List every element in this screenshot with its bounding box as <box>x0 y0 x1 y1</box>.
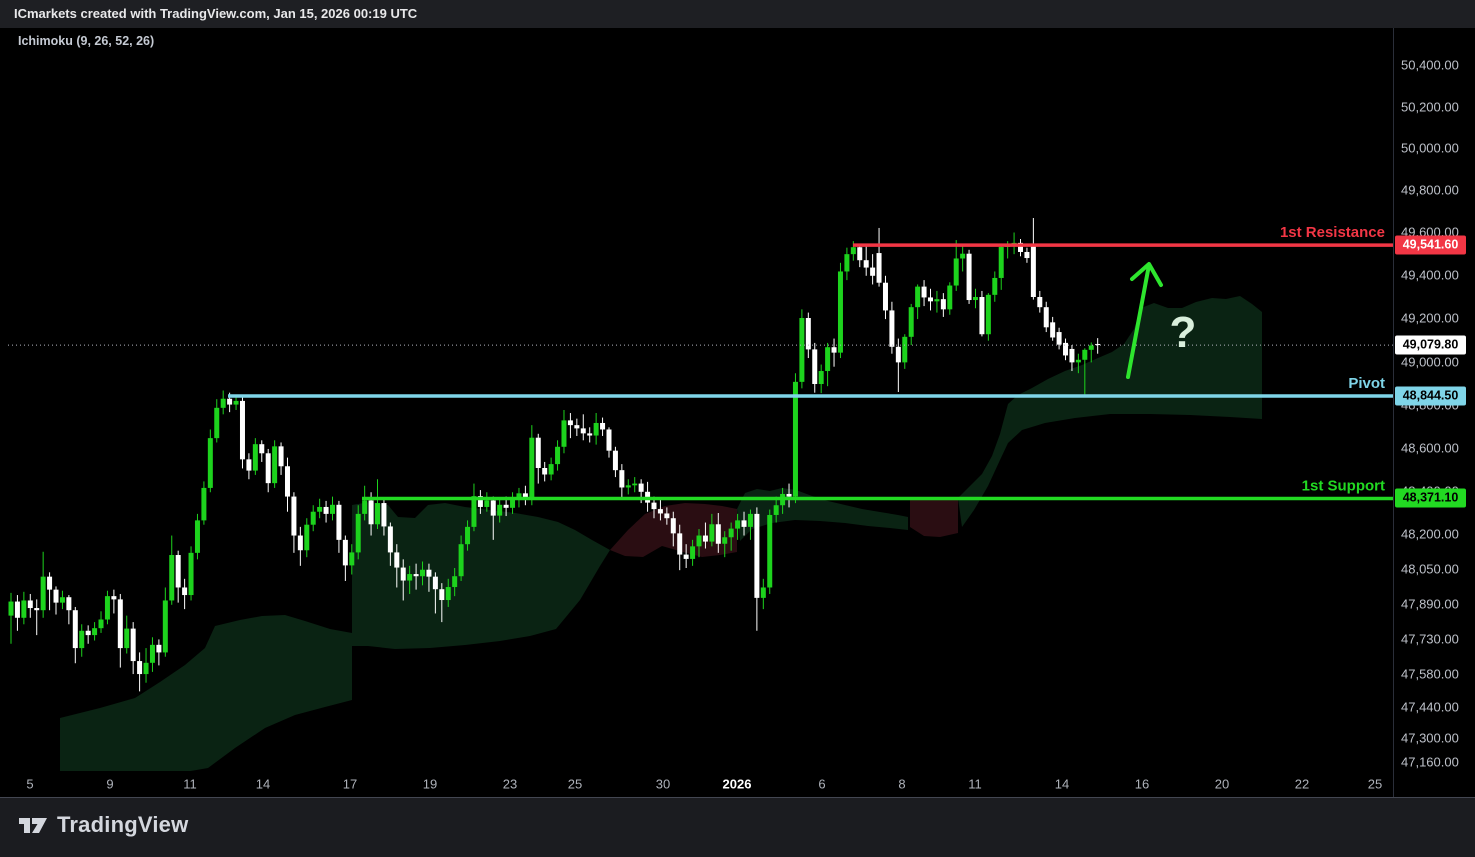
time-axis-label: 25 <box>567 776 583 792</box>
chart-header-text: ICmarkets created with TradingView.com, … <box>14 6 418 21</box>
price-scale-label: 48,050.00 <box>1401 561 1459 577</box>
time-axis-label: 20 <box>1214 776 1230 792</box>
ichimoku-indicator-label[interactable]: Ichimoku (9, 26, 52, 26) <box>18 34 155 48</box>
up-arrow-drawing[interactable] <box>1126 262 1163 379</box>
price-badge: 48,371.10 <box>1395 488 1466 508</box>
time-axis-label: 30 <box>655 776 671 792</box>
price-scale-label: 48,600.00 <box>1401 440 1459 456</box>
time-axis-label: 6 <box>818 776 826 792</box>
time-axis-label: 9 <box>106 776 114 792</box>
time-axis-label: 2026 <box>722 776 752 792</box>
price-scale-label: 47,580.00 <box>1401 666 1459 682</box>
svg-text:?: ? <box>1170 308 1197 357</box>
price-scale-label: 47,160.00 <box>1401 754 1459 770</box>
time-axis-label: 25 <box>1367 776 1383 792</box>
price-badge: 48,844.50 <box>1395 386 1466 406</box>
time-axis-label: 22 <box>1294 776 1310 792</box>
price-scale-label: 49,400.00 <box>1401 267 1459 283</box>
time-axis-label: 14 <box>255 776 271 792</box>
footer-bar: TradingView <box>0 798 1475 857</box>
price-scale-label: 48,200.00 <box>1401 526 1459 542</box>
price-scale-label: 50,400.00 <box>1401 57 1459 73</box>
price-scale-label: 47,440.00 <box>1401 699 1459 715</box>
price-badge: 49,541.60 <box>1395 235 1466 255</box>
chart-canvas[interactable]: ? 1st Resistance Pivot 1st Support <box>0 28 1393 771</box>
level-label: Pivot <box>1348 375 1385 392</box>
time-axis-label: 8 <box>898 776 906 792</box>
price-scale-label: 49,000.00 <box>1401 354 1459 370</box>
time-axis-label: 17 <box>342 776 358 792</box>
price-scale-label: 50,000.00 <box>1401 140 1459 156</box>
price-scale-label: 47,300.00 <box>1401 730 1459 746</box>
tradingview-logo[interactable]: TradingView <box>18 812 188 838</box>
level-label: 1st Support <box>1302 477 1385 494</box>
time-axis-label: 23 <box>502 776 518 792</box>
level-label: 1st Resistance <box>1280 224 1385 241</box>
tradingview-logo-icon <box>19 818 47 833</box>
time-axis-label: 19 <box>422 776 438 792</box>
time-axis-label: 11 <box>183 776 197 792</box>
level-labels: 1st Resistance Pivot 1st Support <box>1280 224 1385 494</box>
time-axis-label: 11 <box>968 776 982 792</box>
time-axis[interactable]: 5 9 11 14 17 19 23 25 30 2026 6 8 11 14 16 20 22 25 <box>0 771 1393 797</box>
tradingview-logo-text: TradingView <box>57 812 189 837</box>
pane-divider <box>0 797 1475 798</box>
price-scale-label: 49,800.00 <box>1401 182 1459 198</box>
price-scale-label: 50,200.00 <box>1401 99 1459 115</box>
question-mark-annotation[interactable]: ? <box>1170 308 1197 357</box>
time-axis-label: 16 <box>1134 776 1150 792</box>
price-scale-label: 47,730.00 <box>1401 631 1459 647</box>
price-badge: 49,079.80 <box>1395 335 1466 355</box>
price-scale-label: 47,890.00 <box>1401 596 1459 612</box>
time-axis-label: 14 <box>1054 776 1070 792</box>
chart-header: ICmarkets created with TradingView.com, … <box>0 0 1475 28</box>
price-scale[interactable]: 50,400.00 50,200.00 50,000.00 49,800.00 49,6… <box>1393 28 1475 797</box>
level-lines[interactable] <box>228 243 1393 501</box>
price-scale-label: 49,200.00 <box>1401 310 1459 326</box>
time-axis-label: 5 <box>26 776 34 792</box>
ichimoku-cloud <box>60 296 1262 771</box>
